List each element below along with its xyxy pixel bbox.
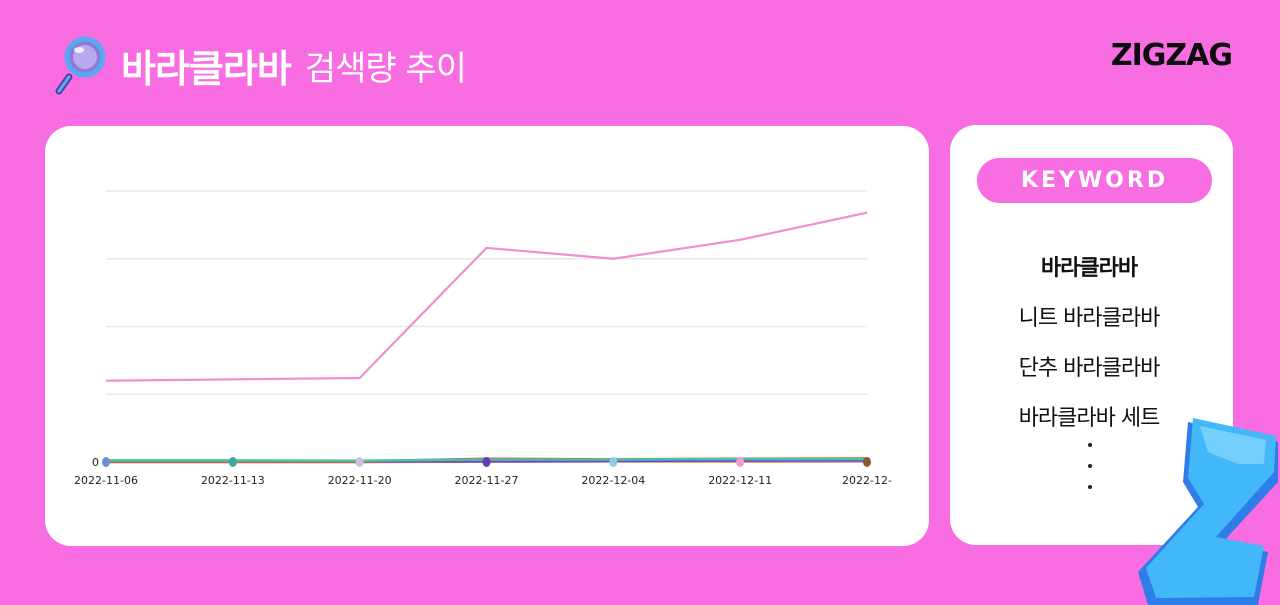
x-tick-label: 2022-11-06 xyxy=(74,474,138,487)
page-title: 바라클라바 검색량 추이 xyxy=(55,30,467,100)
more-dot xyxy=(1088,464,1092,468)
keyword-item[interactable]: 바라클라바 xyxy=(1040,256,1138,281)
magnifier-icon xyxy=(55,36,106,95)
more-dot xyxy=(1088,443,1092,447)
data-point xyxy=(863,457,871,467)
chart-card: 0 2022-11-06 2022-11-13 2022-11-20 2022-11-2… xyxy=(45,126,929,546)
zigzag-logo: ZIGZAG xyxy=(1110,38,1233,73)
x-tick-label: 2022-11-20 xyxy=(328,474,392,487)
series-line xyxy=(105,211,868,382)
x-tick-label: 2022-12-11 xyxy=(708,474,772,487)
title-keyword: 바라클라바 xyxy=(121,46,292,91)
data-point xyxy=(102,457,110,467)
more-dot xyxy=(1088,485,1092,489)
z-letter-decoration xyxy=(1138,418,1278,605)
x-tick-label: 2022-12-04 xyxy=(581,474,645,487)
more-indicator xyxy=(1086,443,1094,489)
data-point xyxy=(355,457,364,467)
data-point xyxy=(736,457,745,467)
search-volume-chart: 0 2022-11-06 2022-11-13 2022-11-20 2022-11-2… xyxy=(74,190,892,487)
data-point xyxy=(228,457,237,467)
data-point xyxy=(482,457,491,467)
keyword-badge: KEYWORD xyxy=(977,158,1212,203)
x-tick-label: 2022-12- xyxy=(842,474,892,487)
y-tick-label: 0 xyxy=(92,456,99,469)
keyword-list: 바라클라바 니트 바라클라바 단추 바라클라바 바라클라바 세트 xyxy=(950,251,1228,451)
x-tick-label: 2022-11-27 xyxy=(455,474,519,487)
keyword-item[interactable]: 바라클라바 세트 xyxy=(1018,406,1161,431)
title-subtitle: 검색량 추이 xyxy=(304,48,467,89)
x-tick-label: 2022-11-13 xyxy=(201,474,265,487)
keyword-item[interactable]: 단추 바라클라바 xyxy=(1018,356,1161,381)
keyword-item[interactable]: 니트 바라클라바 xyxy=(1018,306,1161,331)
data-point xyxy=(609,457,618,467)
